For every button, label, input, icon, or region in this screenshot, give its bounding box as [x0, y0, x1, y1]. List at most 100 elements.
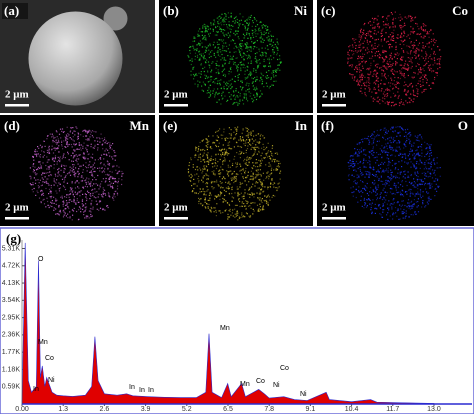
- dot: [413, 158, 415, 160]
- dot: [235, 177, 237, 179]
- dot: [390, 66, 392, 68]
- dot: [64, 213, 66, 215]
- dot: [428, 65, 430, 67]
- dot: [240, 80, 242, 82]
- dot: [55, 130, 57, 132]
- dot: [259, 173, 261, 175]
- dot: [62, 200, 65, 202]
- dot: [214, 165, 216, 167]
- dot: [381, 150, 383, 152]
- dot: [206, 155, 208, 157]
- dot: [234, 136, 236, 139]
- dot: [386, 157, 388, 159]
- dot: [392, 176, 394, 178]
- dot: [42, 199, 44, 201]
- dot: [378, 179, 380, 181]
- dot: [415, 139, 417, 141]
- dot: [72, 160, 74, 162]
- dot: [372, 199, 374, 201]
- dot: [202, 168, 204, 170]
- dot: [227, 173, 229, 175]
- dot: [76, 161, 78, 163]
- dot: [203, 165, 205, 167]
- element-label: In: [295, 118, 308, 133]
- dot: [58, 204, 60, 207]
- dot: [379, 54, 382, 56]
- dot: [95, 197, 97, 199]
- dot: [94, 170, 96, 173]
- dot: [388, 65, 391, 67]
- dot: [203, 152, 205, 154]
- dot: [212, 172, 215, 174]
- dot: [241, 43, 243, 45]
- dot: [437, 186, 439, 188]
- dot: [69, 193, 71, 195]
- dot: [230, 88, 232, 90]
- dot: [192, 73, 195, 76]
- element-label: Ni: [294, 3, 307, 18]
- dot: [265, 55, 267, 57]
- dot: [209, 45, 211, 47]
- dot: [252, 85, 254, 88]
- dot: [432, 33, 434, 35]
- dot: [355, 183, 357, 185]
- dot: [393, 74, 395, 76]
- dot: [368, 90, 370, 92]
- dot: [395, 189, 397, 191]
- dot: [79, 165, 81, 168]
- dot: [420, 191, 422, 193]
- dot: [205, 183, 207, 185]
- dot: [44, 145, 46, 147]
- dot: [193, 178, 195, 180]
- dot: [253, 99, 255, 101]
- dot: [53, 207, 55, 209]
- dot: [259, 21, 262, 23]
- dot: [245, 161, 247, 164]
- dot: [228, 44, 230, 46]
- dot: [266, 37, 268, 39]
- dot: [393, 192, 395, 195]
- dot: [380, 180, 382, 182]
- dot: [201, 205, 204, 207]
- dot: [75, 126, 77, 128]
- dot: [222, 47, 224, 49]
- dot: [409, 150, 411, 153]
- dot: [69, 193, 72, 195]
- dot: [206, 148, 208, 151]
- dot: [401, 204, 404, 206]
- dot: [258, 30, 260, 32]
- dot: [239, 95, 241, 97]
- dot: [250, 92, 252, 94]
- dot: [387, 130, 389, 132]
- dot: [209, 191, 211, 194]
- dot: [368, 157, 371, 159]
- dot: [68, 199, 71, 201]
- dot: [215, 131, 217, 133]
- dot: [99, 157, 101, 159]
- dot: [94, 167, 96, 169]
- dot: [349, 156, 351, 158]
- dot: [401, 194, 404, 196]
- dot: [402, 153, 404, 155]
- dot: [268, 196, 270, 198]
- scale-label: 2 μm: [322, 202, 346, 214]
- dot: [190, 173, 192, 175]
- dot: [384, 161, 386, 163]
- dot: [34, 150, 36, 152]
- dot: [239, 43, 241, 45]
- dot: [391, 32, 393, 34]
- dot: [385, 78, 387, 80]
- dot: [246, 69, 248, 71]
- dot: [32, 182, 34, 184]
- dot: [198, 181, 200, 183]
- label-box: [2, 3, 28, 19]
- dot: [371, 143, 373, 145]
- dot: [409, 46, 411, 48]
- dot: [224, 154, 226, 156]
- dot: [380, 79, 382, 81]
- dot: [358, 67, 360, 69]
- dot: [102, 208, 105, 210]
- dot: [404, 129, 406, 131]
- dot: [392, 127, 394, 129]
- dot: [223, 59, 225, 61]
